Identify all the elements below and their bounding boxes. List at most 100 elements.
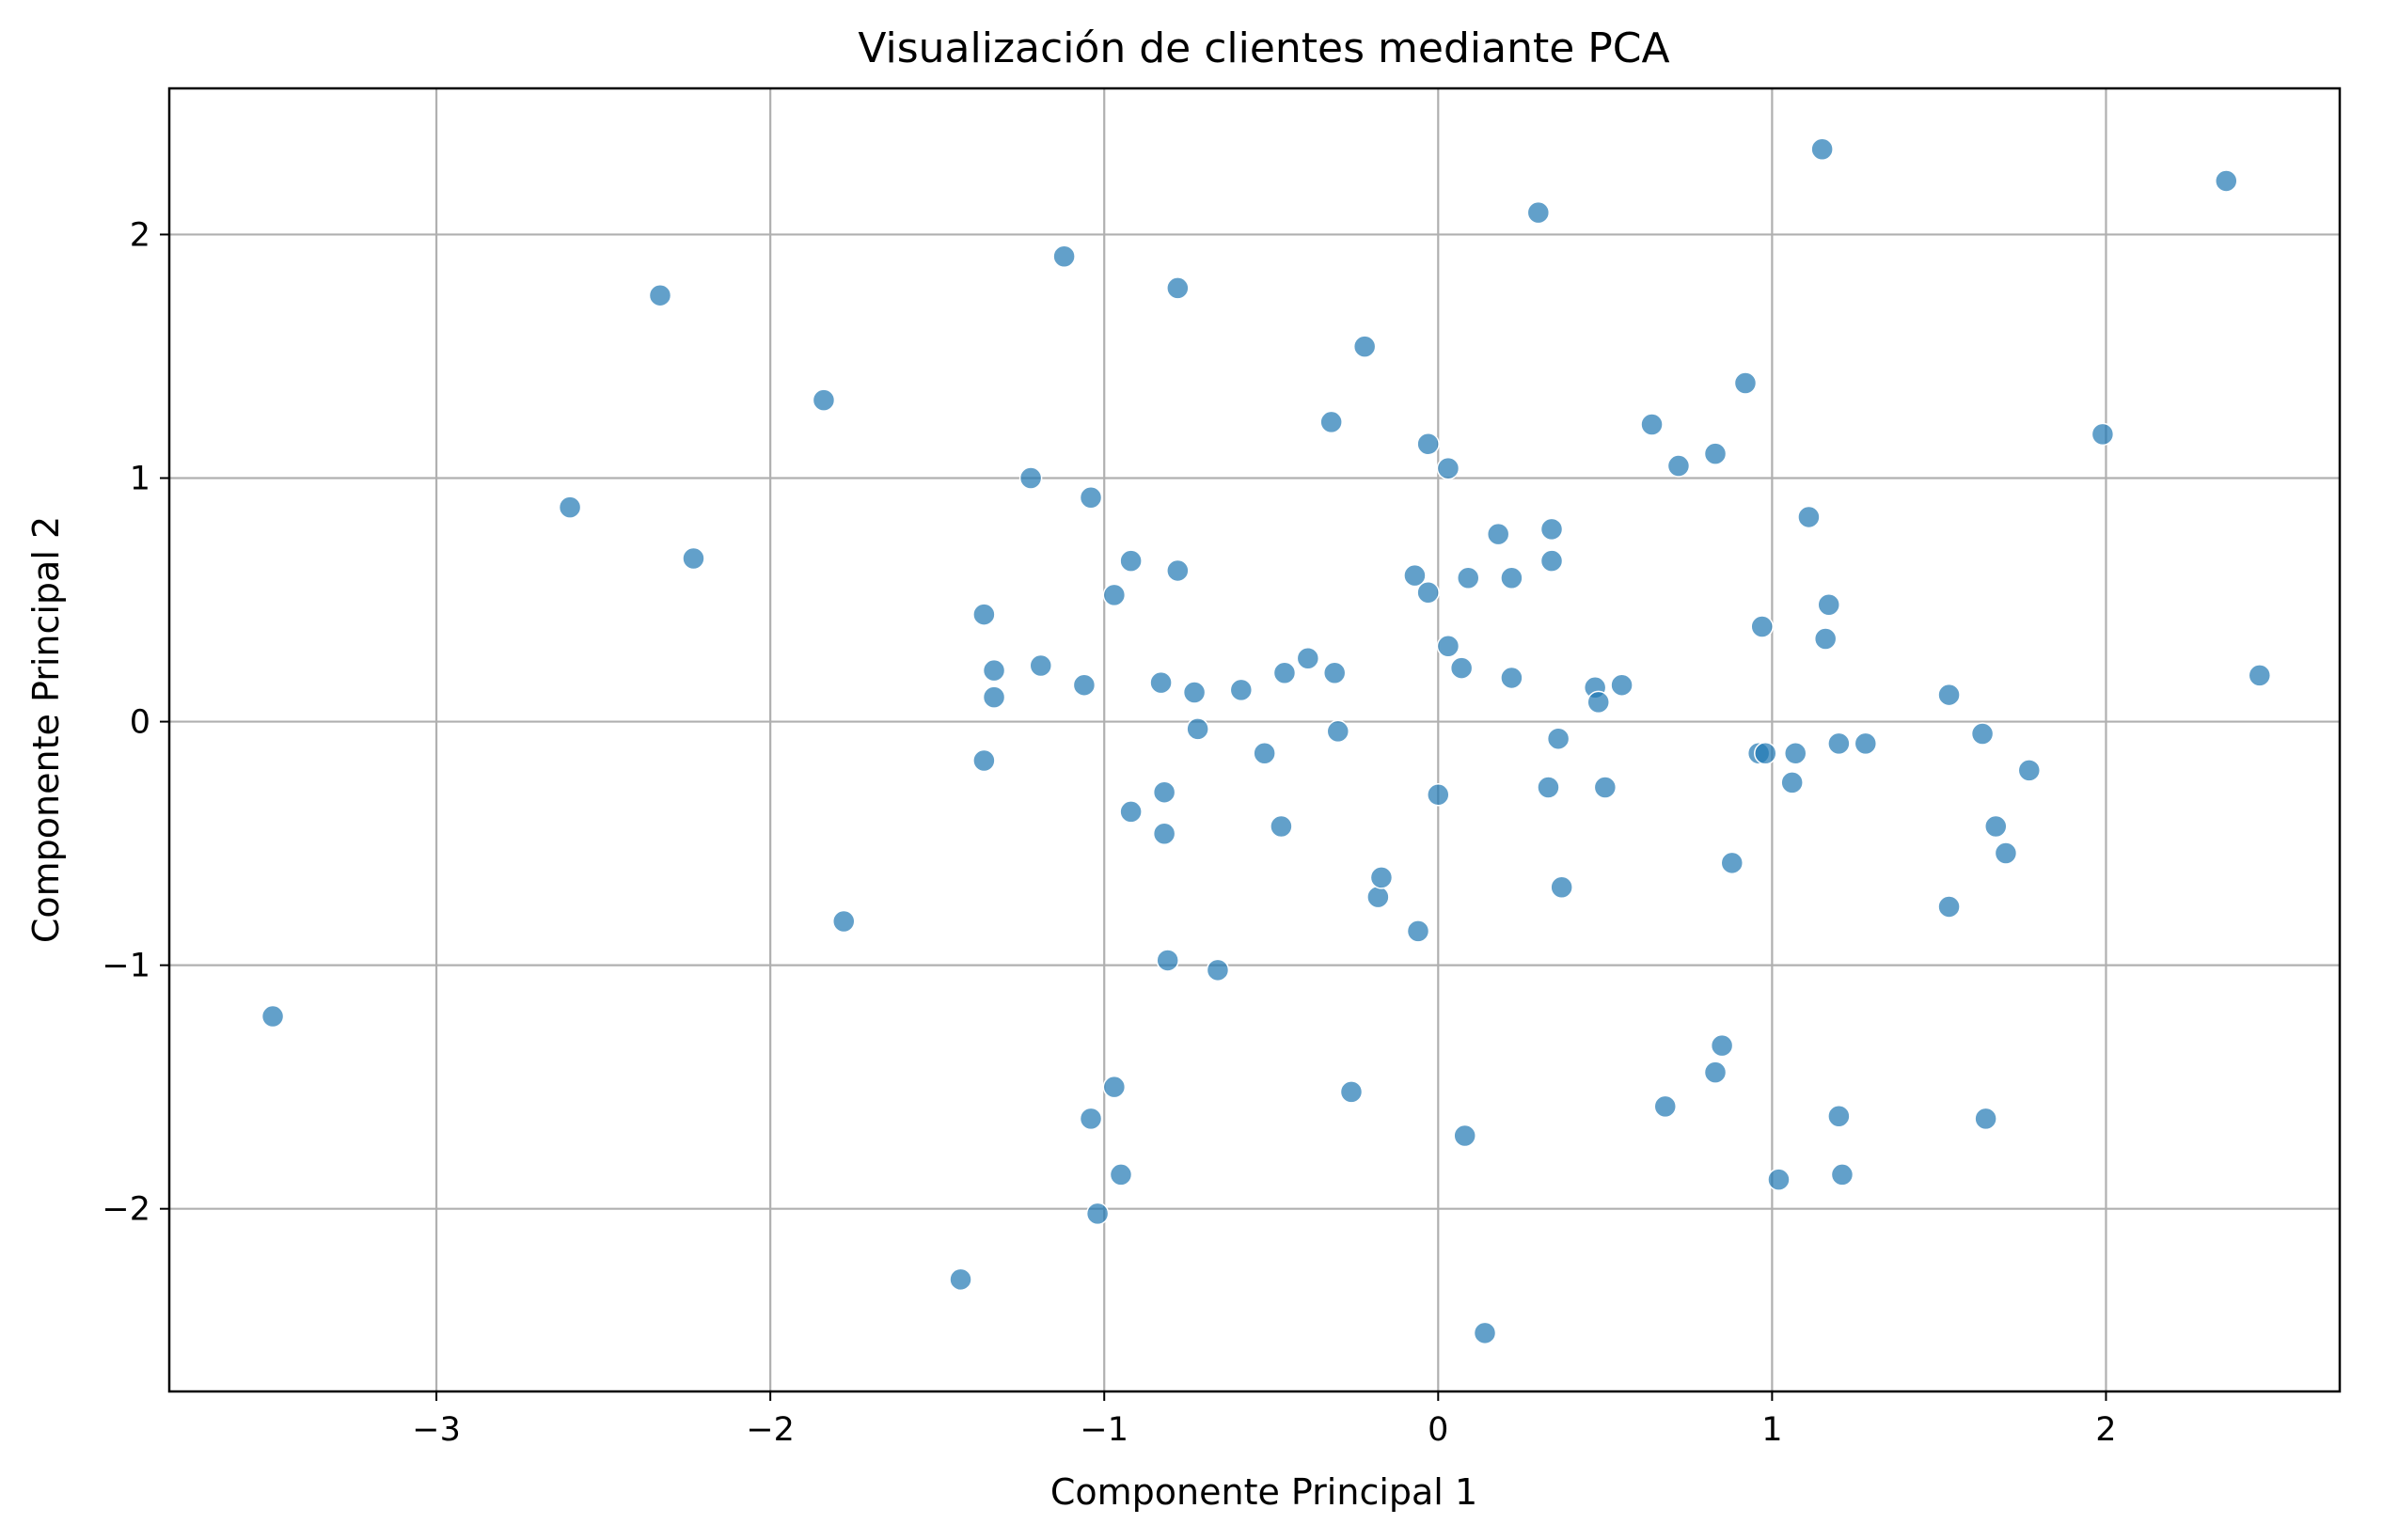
data-point — [1229, 678, 1254, 702]
data-point — [1780, 771, 1804, 794]
data-point — [1653, 1094, 1677, 1119]
data-point — [2248, 664, 2272, 687]
y-tick-label: 0 — [130, 704, 150, 742]
data-point — [1272, 661, 1297, 685]
data-point — [1767, 1168, 1791, 1191]
x-tick-label: 1 — [1761, 1411, 1782, 1449]
data-point — [1666, 454, 1691, 478]
data-point — [972, 603, 996, 626]
data-point — [982, 685, 1006, 709]
data-point — [1827, 731, 1851, 756]
x-tick-label: 0 — [1428, 1411, 1448, 1449]
data-point — [1473, 1321, 1497, 1345]
data-point — [1152, 822, 1176, 845]
data-point — [1813, 627, 1838, 651]
data-point — [1539, 517, 1564, 542]
data-point — [2215, 169, 2238, 193]
y-tick-label: −1 — [102, 948, 150, 985]
data-point — [1072, 673, 1097, 697]
data-point — [1436, 635, 1460, 658]
data-point — [1937, 683, 1961, 707]
data-point — [1937, 895, 1961, 919]
y-tick-label: 1 — [130, 461, 150, 498]
data-point — [1206, 958, 1230, 982]
x-tick-label: 2 — [2095, 1411, 2116, 1449]
data-point — [1152, 780, 1176, 804]
data-point — [1486, 522, 1510, 546]
data-point — [1270, 814, 1293, 839]
data-point — [1436, 456, 1460, 480]
data-point — [1500, 666, 1523, 690]
data-point — [1102, 583, 1127, 607]
data-point — [1052, 244, 1076, 269]
data-point — [1149, 670, 1173, 695]
data-point — [1119, 549, 1143, 573]
data-point — [1500, 566, 1523, 589]
data-point — [1109, 1163, 1133, 1186]
data-point — [1754, 741, 1777, 765]
data-point — [1720, 851, 1744, 875]
data-point — [1827, 1105, 1851, 1128]
data-point — [1326, 719, 1350, 744]
axis-ticks: −3 −2 −1 0 1 2 −2 −1 0 1 2 — [102, 216, 2116, 1449]
data-point — [1085, 1202, 1110, 1226]
data-point — [982, 658, 1006, 683]
data-point — [1403, 563, 1427, 588]
data-point — [1750, 615, 1774, 638]
data-point — [1119, 800, 1143, 824]
data-point — [1453, 1124, 1476, 1148]
data-point — [1610, 673, 1633, 697]
data-point — [832, 909, 856, 934]
data-point — [1319, 410, 1343, 434]
data-point — [682, 546, 705, 571]
data-point — [1703, 1061, 1728, 1084]
data-point — [1102, 1075, 1127, 1099]
data-point — [648, 283, 672, 307]
y-tick-label: −2 — [102, 1191, 150, 1229]
data-point — [1079, 1107, 1103, 1131]
data-point — [1322, 661, 1347, 685]
data-point — [558, 495, 582, 519]
data-point — [1018, 466, 1043, 490]
data-point — [1539, 549, 1564, 573]
data-point — [1830, 1163, 1854, 1186]
data-point — [949, 1267, 972, 1292]
data-point — [1166, 276, 1190, 300]
data-point — [1970, 722, 1995, 746]
data-point — [1550, 875, 1573, 899]
data-point — [1253, 741, 1276, 765]
data-point — [1416, 581, 1440, 605]
data-point — [812, 388, 836, 412]
data-point — [1586, 690, 1610, 715]
data-point — [972, 748, 996, 773]
data-point — [2091, 422, 2115, 447]
data-point — [1296, 646, 1320, 670]
data-point — [1984, 814, 2008, 839]
data-point — [1703, 442, 1728, 465]
x-tick-label: −3 — [412, 1411, 461, 1449]
data-point — [1537, 776, 1560, 799]
data-point — [1817, 592, 1840, 617]
data-point — [1406, 919, 1430, 943]
data-point — [1339, 1080, 1364, 1104]
data-point — [1166, 558, 1190, 583]
data-point — [1366, 885, 1390, 909]
y-axis-label: Componente Principal 2 — [25, 516, 67, 943]
grid-lines — [169, 88, 2340, 1391]
x-tick-label: −1 — [1080, 1411, 1128, 1449]
data-point — [1369, 866, 1394, 889]
data-point — [1593, 776, 1618, 799]
data-point — [1079, 485, 1103, 510]
data-point — [1854, 731, 1878, 756]
data-point — [1352, 335, 1377, 358]
data-point — [1974, 1107, 1997, 1131]
x-axis-label: Componente Principal 1 — [1050, 1471, 1477, 1513]
data-point — [260, 1004, 285, 1029]
data-point — [1186, 717, 1209, 741]
data-point — [1994, 841, 2018, 865]
data-point — [1710, 1033, 1734, 1058]
plot-frame — [167, 86, 2342, 1393]
y-tick-label: 2 — [130, 216, 150, 254]
data-point — [2017, 759, 2042, 782]
